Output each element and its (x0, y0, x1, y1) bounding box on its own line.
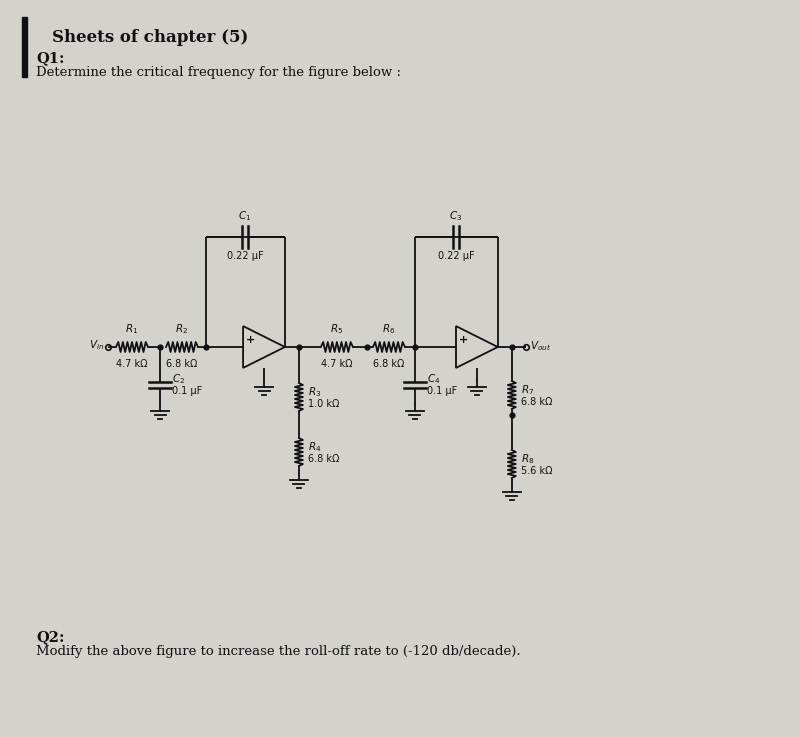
Text: Q2:: Q2: (36, 630, 65, 644)
Text: $R_1$: $R_1$ (126, 322, 138, 336)
Text: 0.1 μF: 0.1 μF (427, 386, 457, 396)
Text: $C_4$: $C_4$ (427, 372, 440, 386)
Text: $C_1$: $C_1$ (238, 209, 252, 223)
Text: $R_7$: $R_7$ (521, 383, 534, 397)
Text: 5.6 kΩ: 5.6 kΩ (521, 466, 552, 476)
Text: 6.8 kΩ: 6.8 kΩ (166, 359, 198, 369)
Text: $R_3$: $R_3$ (308, 385, 321, 399)
Text: +: + (246, 335, 254, 345)
Text: Q1:: Q1: (36, 51, 65, 65)
Text: $R_6$: $R_6$ (382, 322, 395, 336)
Text: 0.22 μF: 0.22 μF (226, 251, 263, 261)
Text: $V_{in}$: $V_{in}$ (89, 338, 104, 352)
Text: $R_4$: $R_4$ (308, 440, 322, 454)
Text: 6.8 kΩ: 6.8 kΩ (308, 454, 339, 464)
Text: $C_3$: $C_3$ (450, 209, 462, 223)
Text: Sheets of chapter (5): Sheets of chapter (5) (52, 29, 248, 46)
Text: 1.0 kΩ: 1.0 kΩ (308, 399, 339, 409)
Text: $R_2$: $R_2$ (175, 322, 189, 336)
Text: 0.1 μF: 0.1 μF (172, 386, 202, 396)
Text: 6.8 kΩ: 6.8 kΩ (374, 359, 405, 369)
Text: Determine the critical frequency for the figure below :: Determine the critical frequency for the… (36, 66, 401, 79)
Bar (22, 17, 27, 77)
Text: 4.7 kΩ: 4.7 kΩ (116, 359, 148, 369)
Text: +: + (458, 335, 468, 345)
Text: 6.8 kΩ: 6.8 kΩ (521, 397, 552, 407)
Text: Modify the above figure to increase the roll-off rate to (-120 db/decade).: Modify the above figure to increase the … (36, 645, 521, 658)
Text: 0.22 μF: 0.22 μF (438, 251, 474, 261)
Text: 4.7 kΩ: 4.7 kΩ (321, 359, 353, 369)
Text: $R_8$: $R_8$ (521, 452, 534, 466)
Text: $V_{out}$: $V_{out}$ (530, 339, 551, 353)
Text: $R_5$: $R_5$ (330, 322, 343, 336)
Text: $C_2$: $C_2$ (172, 372, 185, 386)
